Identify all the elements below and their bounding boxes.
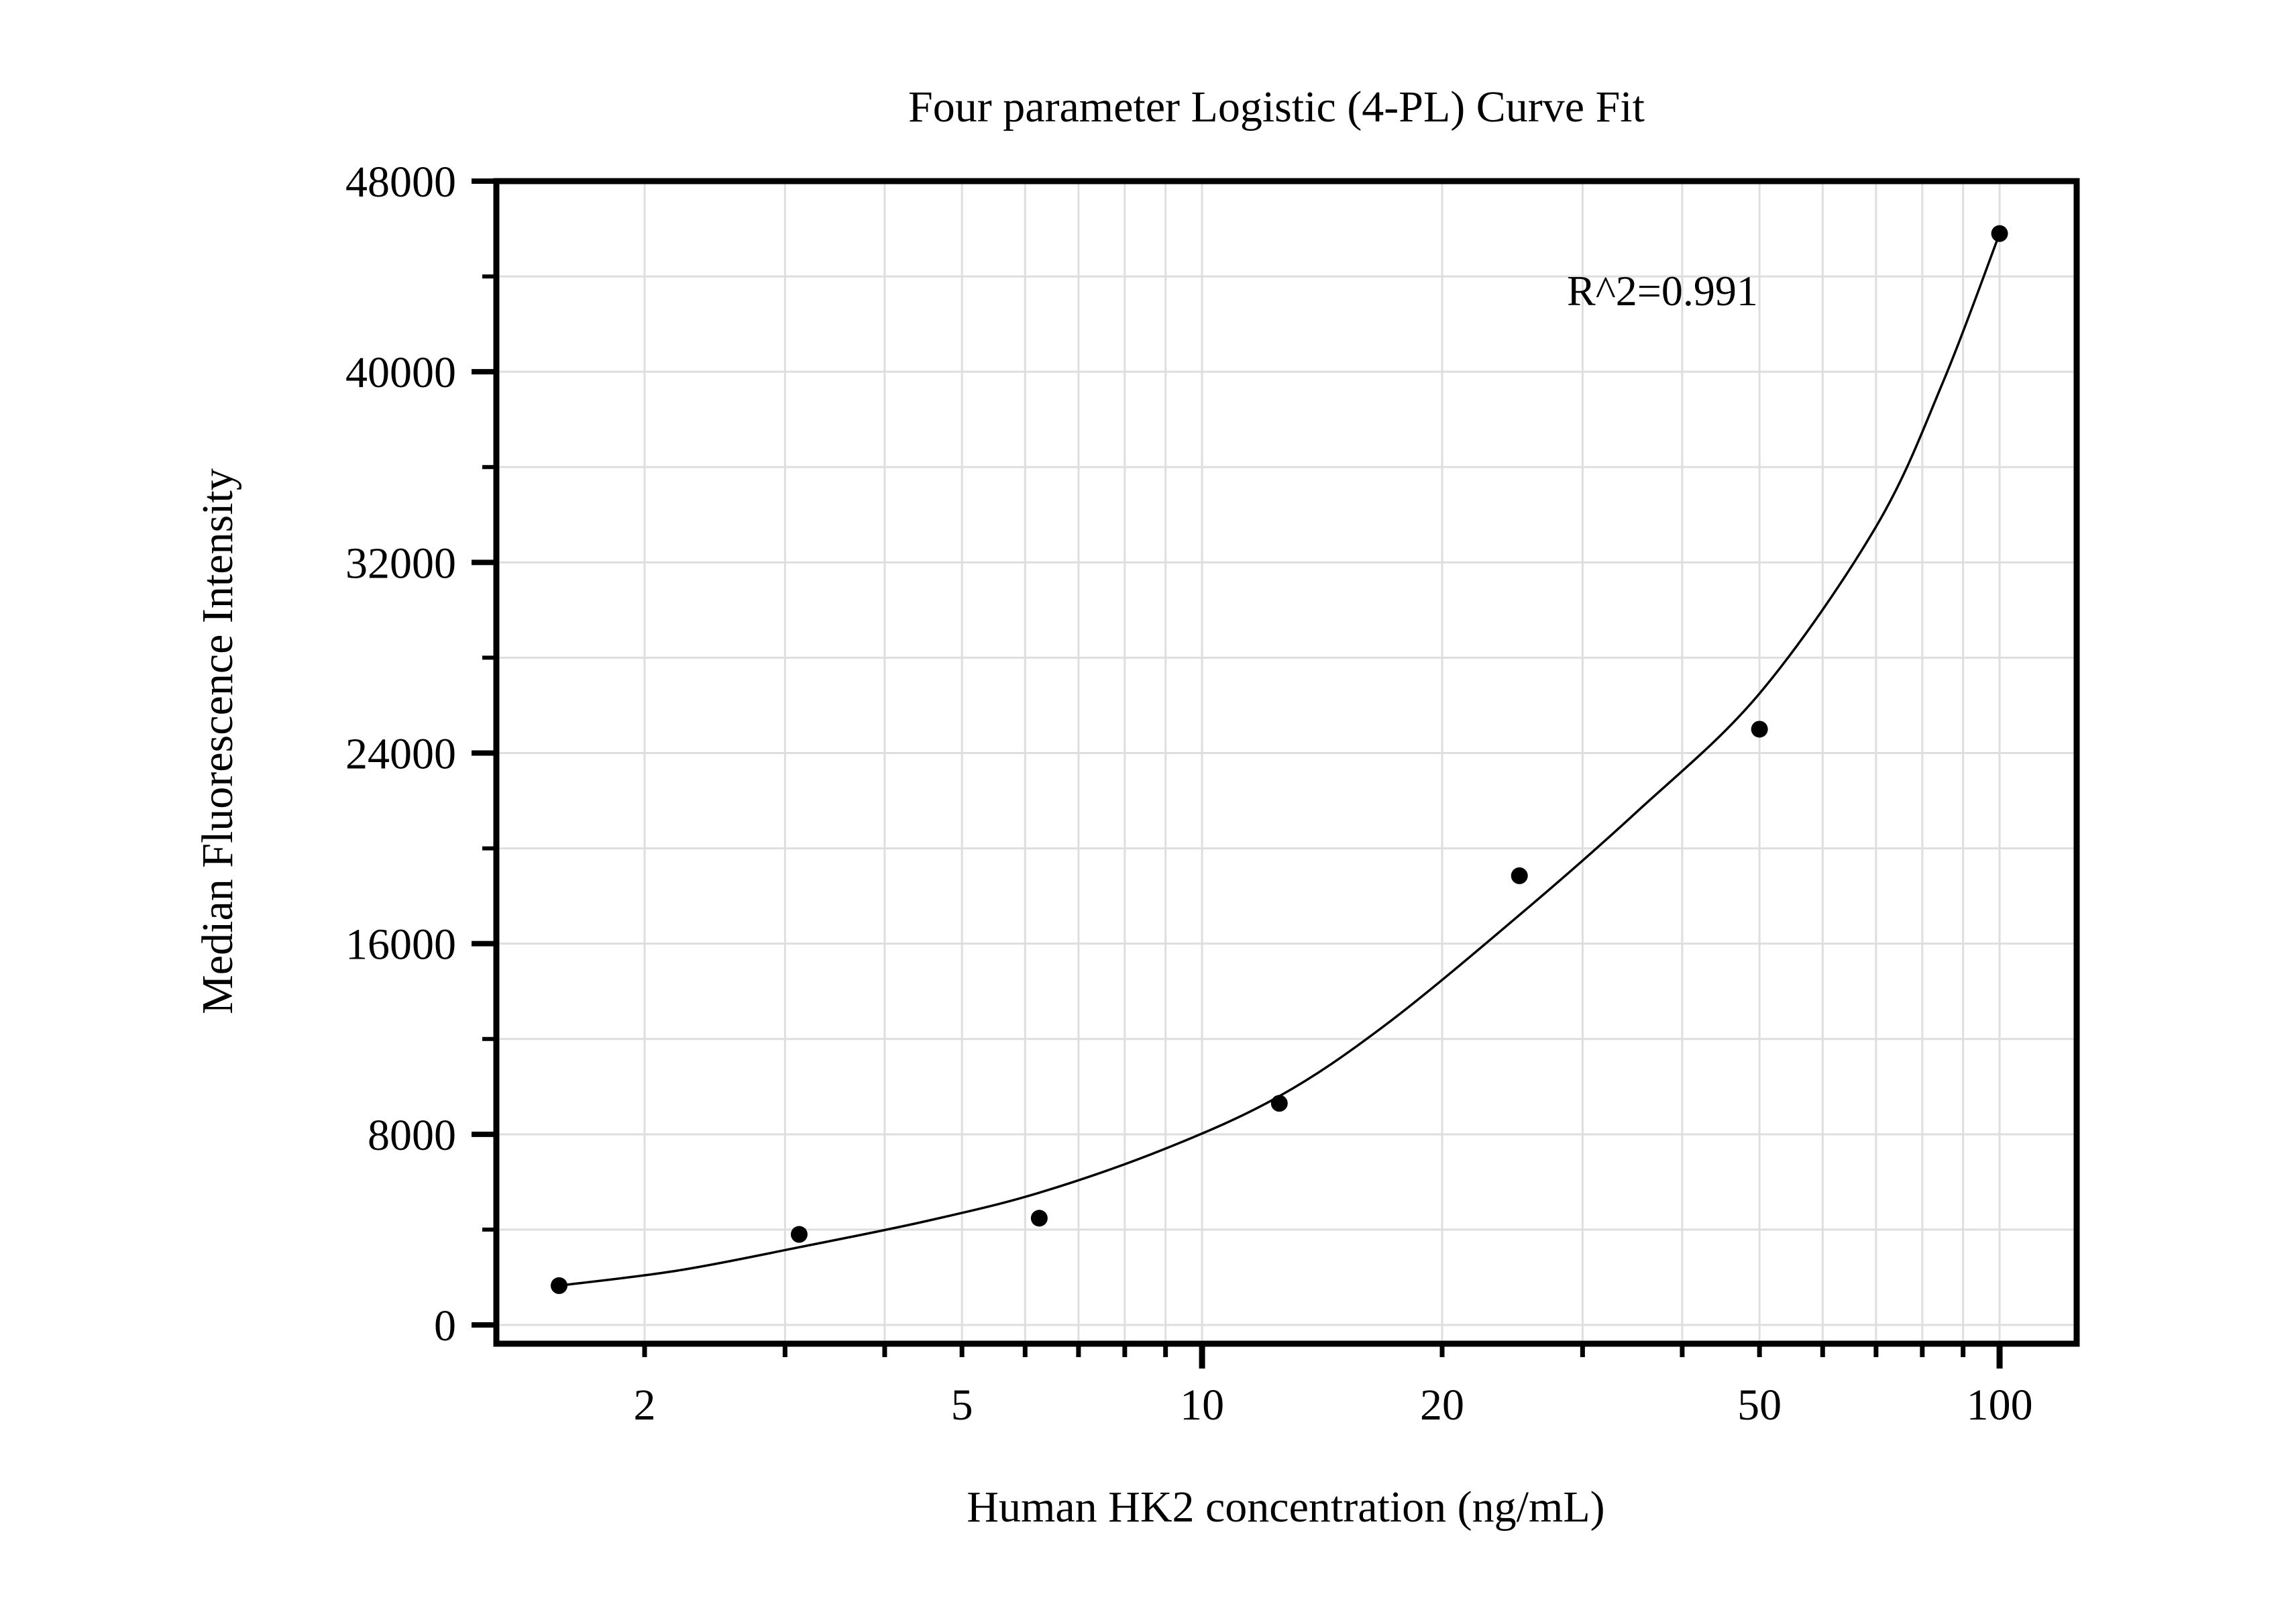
x-tick-label: 50: [1737, 1381, 1782, 1430]
y-tick-label: 40000: [345, 348, 456, 397]
y-tick-label: 0: [434, 1301, 456, 1350]
data-points: [551, 225, 2008, 1294]
x-tick-label: 100: [1967, 1381, 2033, 1430]
data-point: [790, 1226, 808, 1243]
data-point: [1030, 1210, 1048, 1227]
y-tick-label: 32000: [345, 539, 456, 588]
plot-frame: [493, 178, 2080, 1347]
y-tick-label: 8000: [368, 1111, 456, 1160]
fit-curve-line: [559, 233, 2001, 1287]
x-tick-label: 10: [1180, 1381, 1224, 1430]
x-axis-label: Human HK2 concentration (ng/mL): [967, 1483, 1604, 1532]
gridlines: [496, 181, 2077, 1344]
y-tick-label: 24000: [345, 730, 456, 779]
data-point: [1751, 720, 1768, 738]
data-point: [1511, 867, 1528, 884]
x-tick-label: 5: [951, 1381, 973, 1430]
x-tick-label: 2: [634, 1381, 656, 1430]
y-tick-label: 16000: [345, 920, 456, 969]
chart-title: Four parameter Logistic (4-PL) Curve Fit: [908, 83, 1645, 131]
data-point: [1991, 225, 2008, 242]
tick-labels: 0 8000 16000 24000 32000 40000 48000 2 5 10 20 50 10…: [345, 158, 2033, 1430]
axis-ticks: [472, 178, 2003, 1369]
data-point: [1270, 1095, 1288, 1112]
y-axis-label: Median Fluorescence Intensity: [193, 468, 242, 1014]
x-tick-label: 20: [1420, 1381, 1464, 1430]
r-squared-annotation: R^2=0.991: [1567, 267, 1758, 315]
y-tick-label: 48000: [345, 158, 456, 207]
data-point: [551, 1277, 568, 1294]
